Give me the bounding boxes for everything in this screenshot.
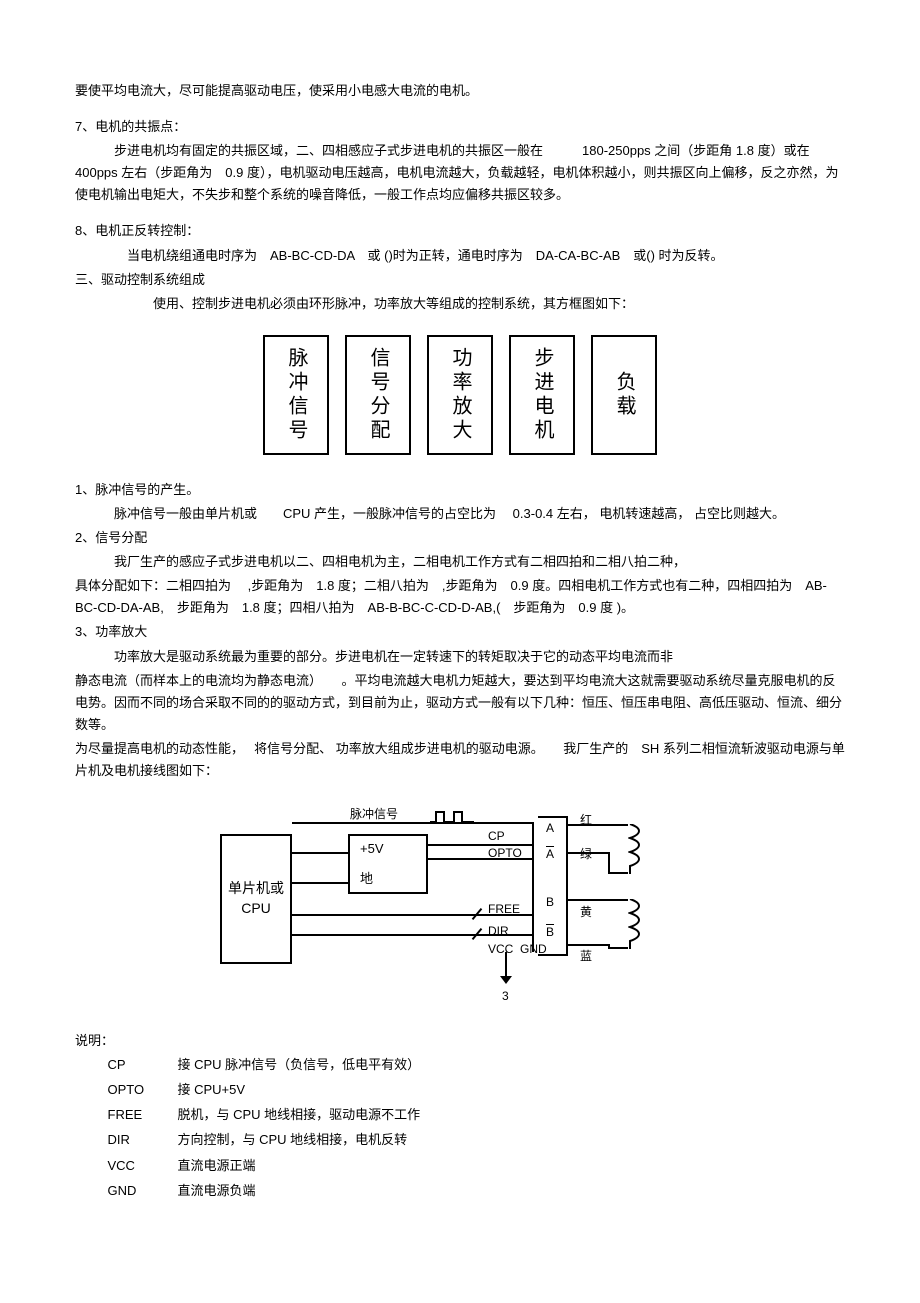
- pulse-label: 脉冲信号: [350, 804, 398, 824]
- p2-l2: 具体分配如下：二相四拍为 ,步距角为 1.8 度；二相八拍为 ,步距角为 0.9…: [75, 575, 845, 619]
- block-pulse: 脉冲信号: [263, 335, 329, 455]
- section-7-body: 步进电机均有固定的共振区域，二、四相感应子式步进电机的共振区一般在 180-25…: [75, 140, 845, 206]
- driver-box: +5V 地: [348, 834, 428, 894]
- section-3-intro: 使用、控制步进电机必须由环形脉冲，功率放大等组成的控制系统，其方框图如下：: [75, 293, 845, 315]
- term-row: GND直流电源负端: [75, 1180, 845, 1202]
- p1-body: 脉冲信号一般由单片机或 CPU 产生，一般脉冲信号的占空比为 0.3-0.4 左…: [75, 503, 845, 525]
- p2-title: 2、信号分配: [75, 527, 845, 549]
- term-row: VCC直流电源正端: [75, 1155, 845, 1177]
- block-motor: 步进电机: [509, 335, 575, 455]
- vcc-label: VCC: [488, 939, 513, 959]
- circuit-canvas: 脉冲信号 单片机或 CPU +5V 地 CP OPTO FREE DI: [220, 804, 700, 1004]
- section-3-head: 三、驱动控制系统组成: [75, 269, 845, 291]
- cpu-box: 单片机或 CPU: [220, 834, 292, 964]
- p3-l3: 为尽量提高电机的动态性能， 将信号分配、 功率放大组成步进电机的驱动电源。 我厂…: [75, 738, 845, 782]
- coil-a-icon: [628, 824, 646, 874]
- green-label: 绿: [580, 844, 592, 864]
- p3-title: 3、功率放大: [75, 621, 845, 643]
- p2-l1: 我厂生产的感应子式步进电机以二、四相电机为主，二相电机工作方式有二相四拍和二相八…: [75, 551, 845, 573]
- p1-title: 1、脉冲信号的产生。: [75, 479, 845, 501]
- p3-l2: 静态电流（而样本上的电流均为静态电流） 。平均电流越大电机力矩越大，要达到平均电…: [75, 670, 845, 736]
- term-row: CP接 CPU 脉冲信号（负信号，低电平有效）: [75, 1054, 845, 1076]
- block-dist: 信号分配: [345, 335, 411, 455]
- yellow-label: 黄: [580, 902, 592, 922]
- coil-b-icon: [628, 899, 646, 949]
- circuit-diagram: 脉冲信号 单片机或 CPU +5V 地 CP OPTO FREE DI: [75, 804, 845, 1004]
- section-8-title: 8、电机正反转控制：: [75, 220, 845, 242]
- pulse-waveform-icon: [430, 810, 474, 824]
- free-label: FREE: [488, 899, 520, 919]
- term-row: OPTO接 CPU+5V: [75, 1079, 845, 1101]
- three-label: 3: [502, 986, 509, 1006]
- block-load: 负载: [591, 335, 657, 455]
- block-amp: 功率放大: [427, 335, 493, 455]
- block-diagram: 脉冲信号 信号分配 功率放大 步进电机 负载: [75, 335, 845, 455]
- arrow-down-icon: [500, 976, 512, 984]
- term-row: DIR方向控制，与 CPU 地线相接，电机反转: [75, 1129, 845, 1151]
- opto-label: OPTO: [488, 843, 522, 863]
- section-8-body: 当电机绕组通电时序为 AB-BC-CD-DA 或 ()时为正转，通电时序为 DA…: [75, 245, 845, 267]
- red-label: 红: [580, 810, 592, 830]
- p3-l1: 功率放大是驱动系统最为重要的部分。步进电机在一定转速下的转矩取决于它的动态平均电…: [75, 646, 845, 668]
- terminal-frame: [538, 816, 568, 956]
- section-7-title: 7、电机的共振点：: [75, 116, 845, 138]
- blue-label: 蓝: [580, 946, 592, 966]
- intro-text: 要使平均电流大，尽可能提高驱动电压，使采用小电感大电流的电机。: [75, 80, 845, 102]
- explain-title: 说明：: [75, 1030, 845, 1052]
- term-row: FREE脱机，与 CPU 地线相接，驱动电源不工作: [75, 1104, 845, 1126]
